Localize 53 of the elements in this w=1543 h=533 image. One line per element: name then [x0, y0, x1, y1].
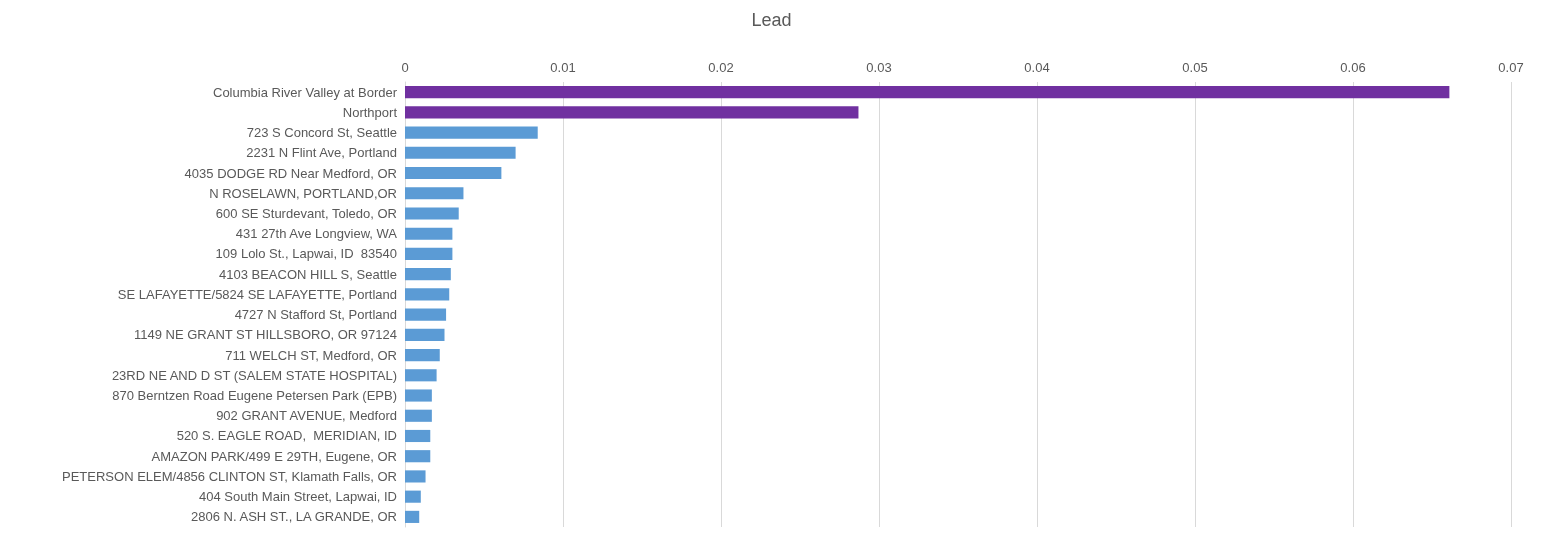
bar [405, 510, 420, 523]
x-tick-label: 0.06 [1340, 60, 1366, 75]
y-tick-label: 109 Lolo St., Lapwai, ID 83540 [215, 246, 397, 262]
y-tick-label: 600 SE Sturdevant, Toledo, OR [215, 205, 397, 221]
y-tick-label: 723 S Concord St, Seattle [246, 125, 397, 141]
bar [405, 288, 450, 301]
bar [405, 146, 516, 159]
bar [405, 450, 431, 463]
bar [405, 409, 432, 422]
bar [405, 429, 431, 443]
y-tick-label: 23RD NE AND D ST (SALEM STATE HOSPITAL) [111, 367, 397, 383]
bar [405, 106, 859, 119]
y-tick-label: Northport [342, 104, 398, 120]
y-tick-label: AMAZON PARK/499 E 29TH, Eugene, OR [151, 448, 397, 464]
x-tick-label: 0.02 [708, 60, 734, 75]
x-tick-label: 0.03 [866, 60, 892, 75]
bar [405, 369, 437, 382]
y-tick-label: 404 South Main Street, Lapwai, ID [198, 489, 397, 505]
y-tick-label: 902 GRANT AVENUE, Medford [216, 408, 397, 424]
bar [405, 227, 453, 240]
y-tick-label: 520 S. EAGLE ROAD, MERIDIAN, ID [176, 428, 397, 444]
y-tick-label: 1149 NE GRANT ST HILLSBORO, OR 97124 [133, 327, 397, 343]
x-tick-label: 0 [401, 60, 409, 75]
bar [405, 328, 445, 341]
bar [405, 207, 459, 220]
bar [405, 389, 432, 402]
y-tick-label: 870 Berntzen Road Eugene Petersen Park (EPB) [112, 388, 397, 404]
bar [405, 86, 1450, 99]
y-tick-label: 711 WELCH ST, Medford, OR [225, 347, 397, 363]
bar [405, 308, 447, 321]
bar [405, 166, 502, 180]
x-tick-label: 0.01 [550, 60, 576, 75]
y-tick-label: Columbia River Valley at Border [213, 84, 398, 100]
y-tick-label: 4727 N Stafford St, Portland [234, 307, 397, 323]
y-tick-label: SE LAFAYETTE/5824 SE LAFAYETTE, Portland [117, 286, 397, 302]
bar [405, 470, 426, 483]
bar [405, 247, 453, 260]
bar [405, 490, 421, 503]
y-tick-label: PETERSON ELEM/4856 CLINTON ST, Klamath Falls, OR [62, 468, 397, 484]
bar [405, 268, 451, 281]
y-tick-label: 431 27th Ave Longview, WA [235, 226, 398, 242]
y-tick-label: 2806 N. ASH ST., LA GRANDE, OR [191, 509, 397, 525]
y-tick-label: 2231 N Flint Ave, Portland [246, 145, 397, 161]
y-tick-label: N ROSELAWN, PORTLAND,OR [209, 185, 397, 201]
x-tick-label: 0.07 [1498, 60, 1524, 75]
y-tick-label: 4103 BEACON HILL S, Seattle [218, 266, 397, 282]
bar [405, 126, 538, 139]
chart-title: Lead [751, 10, 792, 30]
x-tick-label: 0.05 [1182, 60, 1208, 75]
bar [405, 187, 464, 200]
y-tick-label: 4035 DODGE RD Near Medford, OR [184, 165, 397, 181]
bar [405, 349, 440, 362]
x-tick-label: 0.04 [1024, 60, 1050, 75]
